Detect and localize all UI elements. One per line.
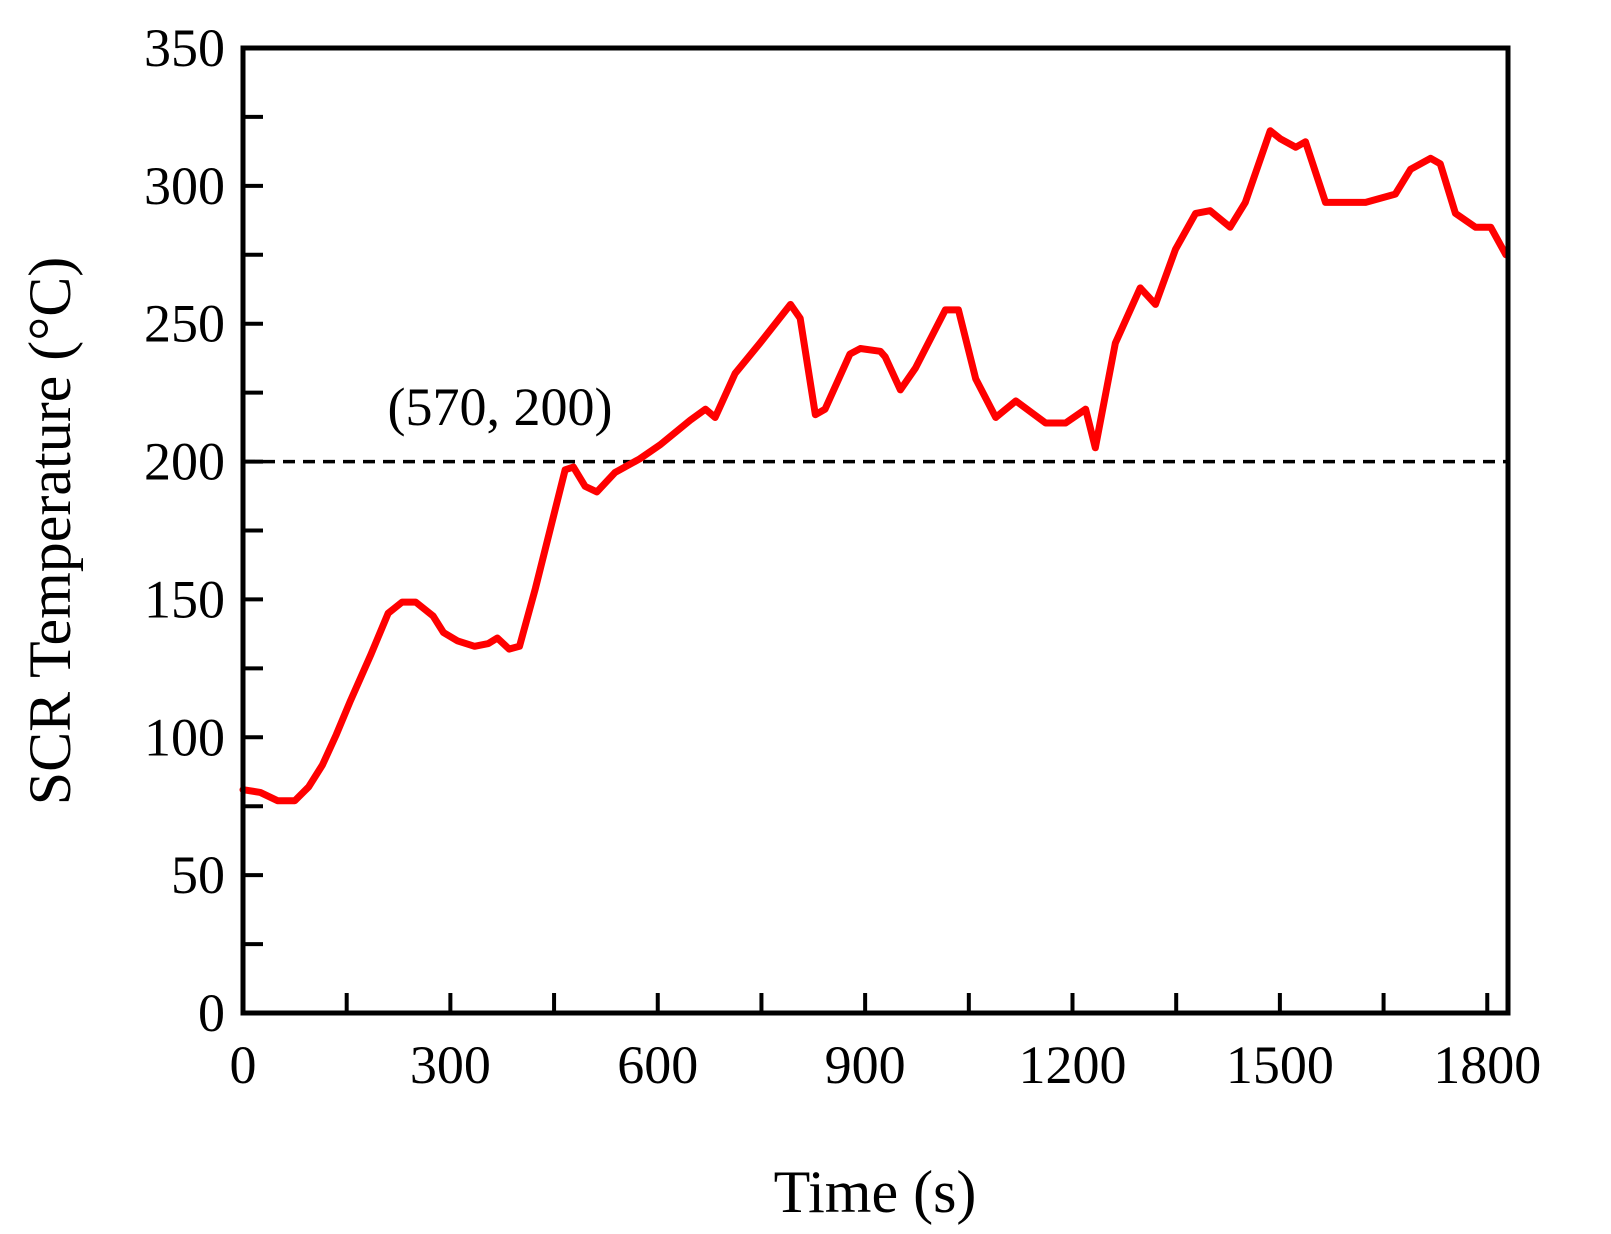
y-tick-label: 250 [144, 294, 225, 354]
y-tick-label: 50 [171, 845, 225, 905]
annotation: (570, 200) [388, 377, 613, 437]
y-tick-label: 350 [144, 18, 225, 78]
x-tick-label: 300 [410, 1035, 491, 1095]
data-line [239, 127, 1510, 805]
x-tick-label: 1200 [1019, 1035, 1127, 1095]
x-tick-label: 1800 [1433, 1035, 1541, 1095]
x-tick-label: 600 [617, 1035, 698, 1095]
x-axis-label: Time (s) [774, 1159, 977, 1225]
y-tick-label: 200 [144, 432, 225, 492]
y-tick-label: 300 [144, 156, 225, 216]
plot-frame [240, 45, 1511, 1016]
y-tick-label: 150 [144, 569, 225, 629]
y-tick-label: 100 [144, 707, 225, 767]
x-tick-label: 1500 [1226, 1035, 1334, 1095]
x-tick-label: 0 [230, 1035, 257, 1095]
y-tick-label: 0 [198, 983, 225, 1043]
x-tick-label: 900 [825, 1035, 906, 1095]
y-axis-label: SCR Temperature (°C) [17, 257, 83, 806]
